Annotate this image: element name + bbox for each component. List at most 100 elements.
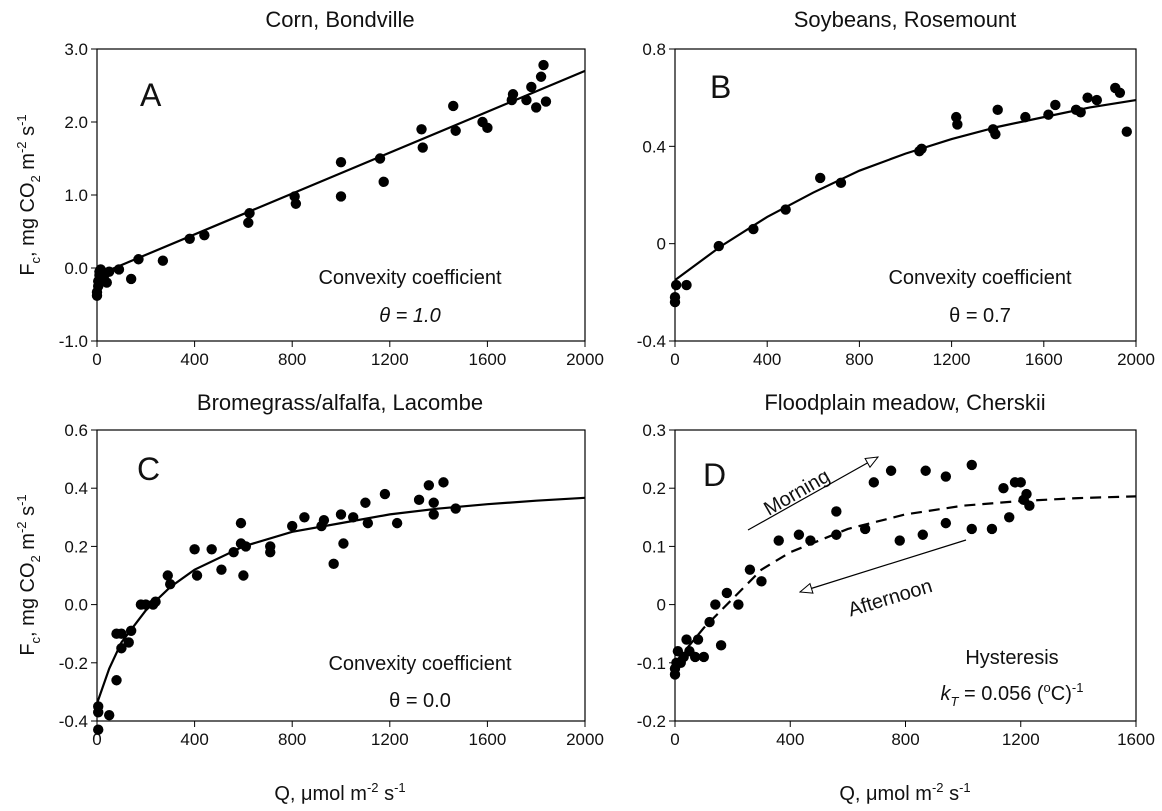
label-part: F xyxy=(17,263,39,275)
point xyxy=(526,81,537,93)
x-tick-label: 400 xyxy=(753,350,781,369)
point xyxy=(920,465,931,476)
point xyxy=(123,637,134,648)
y-tick-label: -0.2 xyxy=(637,712,666,731)
point xyxy=(335,156,347,168)
point xyxy=(423,480,435,491)
point xyxy=(287,520,298,532)
panel-letter: B xyxy=(710,69,731,105)
point xyxy=(952,119,963,130)
x-axis-label: Q, μmol m-2 s-1 xyxy=(274,780,405,805)
label-part: s xyxy=(17,126,39,142)
x-tick-label: 1600 xyxy=(1117,730,1155,749)
annotation: Hysteresis xyxy=(965,647,1058,669)
x-tick-label: 1600 xyxy=(468,730,506,749)
point xyxy=(378,176,389,188)
point xyxy=(165,579,176,590)
arrow xyxy=(747,457,878,531)
annotation-part: C) xyxy=(1051,683,1072,705)
point xyxy=(338,538,349,549)
label-part: -2 xyxy=(14,521,29,533)
label-part: 2 xyxy=(28,555,43,562)
label-part: , mg CO xyxy=(17,182,39,256)
label-part: F xyxy=(17,643,39,655)
label-part: -2 xyxy=(367,780,379,795)
panel-letter: D xyxy=(703,457,726,493)
x-axis-label: Q, μmol m-2 s-1 xyxy=(839,780,970,805)
point xyxy=(1024,500,1035,511)
point xyxy=(101,277,112,288)
annotation-part: = 0.056 ( xyxy=(958,683,1043,705)
annotation: kT = 0.056 (oC)-1 xyxy=(941,680,1084,709)
label-part: s xyxy=(379,783,395,805)
point xyxy=(681,279,692,291)
annotation: θ = 1.0 xyxy=(379,305,440,327)
y-tick-label: 0.2 xyxy=(64,537,88,556)
point xyxy=(940,471,952,482)
label-part: 2 xyxy=(28,175,43,182)
point xyxy=(715,640,727,651)
plot-frame xyxy=(674,429,1137,722)
point xyxy=(885,465,897,476)
point xyxy=(450,125,461,136)
y-tick-label: -0.4 xyxy=(59,712,88,731)
x-tick-label: 400 xyxy=(180,730,208,749)
panel-title: Corn, Bondville xyxy=(265,7,414,32)
x-tick-label: 800 xyxy=(278,350,306,369)
point xyxy=(1050,99,1061,111)
label-part: , mg CO xyxy=(17,562,39,636)
x-tick-label: 2000 xyxy=(566,350,604,369)
point xyxy=(531,102,542,113)
panel-title: Soybeans, Rosemount xyxy=(794,7,1017,32)
x-tick-label: 1200 xyxy=(933,350,971,369)
annotation: Morning xyxy=(760,465,834,520)
y-tick-label: 0.0 xyxy=(64,259,88,278)
point xyxy=(793,529,805,540)
y-tick-label: 3.0 xyxy=(64,40,88,59)
point xyxy=(438,477,449,488)
point xyxy=(290,198,302,209)
label-part: m xyxy=(17,533,39,555)
point xyxy=(318,515,330,526)
panel-title: Floodplain meadow, Cherskii xyxy=(764,390,1045,415)
point xyxy=(669,292,681,303)
label-part: -1 xyxy=(959,780,971,795)
label-part: -1 xyxy=(394,780,406,795)
point xyxy=(894,535,905,546)
point xyxy=(692,634,704,645)
point xyxy=(1004,512,1015,523)
point xyxy=(721,587,733,599)
y-tick-label: 2.0 xyxy=(64,113,88,132)
point xyxy=(428,497,439,508)
point xyxy=(93,724,104,735)
point xyxy=(698,651,710,663)
label-part: m xyxy=(17,153,39,175)
point xyxy=(93,701,104,712)
y-tick-label: 0.2 xyxy=(642,479,666,498)
point xyxy=(744,564,756,575)
label-part: s xyxy=(944,783,960,805)
point xyxy=(990,128,1001,140)
annotation: θ = 0.7 xyxy=(949,305,1011,327)
point xyxy=(940,517,952,529)
panel-letter: C xyxy=(137,451,160,487)
point xyxy=(335,191,347,202)
point xyxy=(450,503,461,514)
label-part: -1 xyxy=(14,494,29,506)
x-tick-label: 1200 xyxy=(371,730,409,749)
x-tick-label: 2000 xyxy=(566,730,604,749)
point xyxy=(733,599,744,610)
point xyxy=(831,506,842,517)
point xyxy=(360,497,371,508)
point xyxy=(1021,488,1032,500)
point xyxy=(104,709,115,721)
x-tick-label: 400 xyxy=(776,730,804,749)
plot-frame xyxy=(96,429,586,722)
y-tick-label: -0.4 xyxy=(637,332,666,351)
point xyxy=(535,71,547,82)
annotation-part: -1 xyxy=(1072,680,1084,695)
point xyxy=(235,517,247,529)
x-tick-label: 1600 xyxy=(1025,350,1063,369)
x-tick-label: 0 xyxy=(670,350,679,369)
point xyxy=(1091,94,1103,106)
